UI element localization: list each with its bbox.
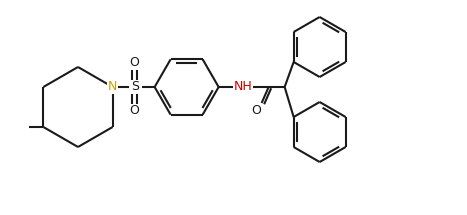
Text: O: O <box>130 57 140 69</box>
Text: O: O <box>130 104 140 118</box>
Text: NH: NH <box>233 80 252 94</box>
Text: N: N <box>108 80 117 94</box>
Text: S: S <box>131 80 139 94</box>
Text: O: O <box>252 104 262 118</box>
